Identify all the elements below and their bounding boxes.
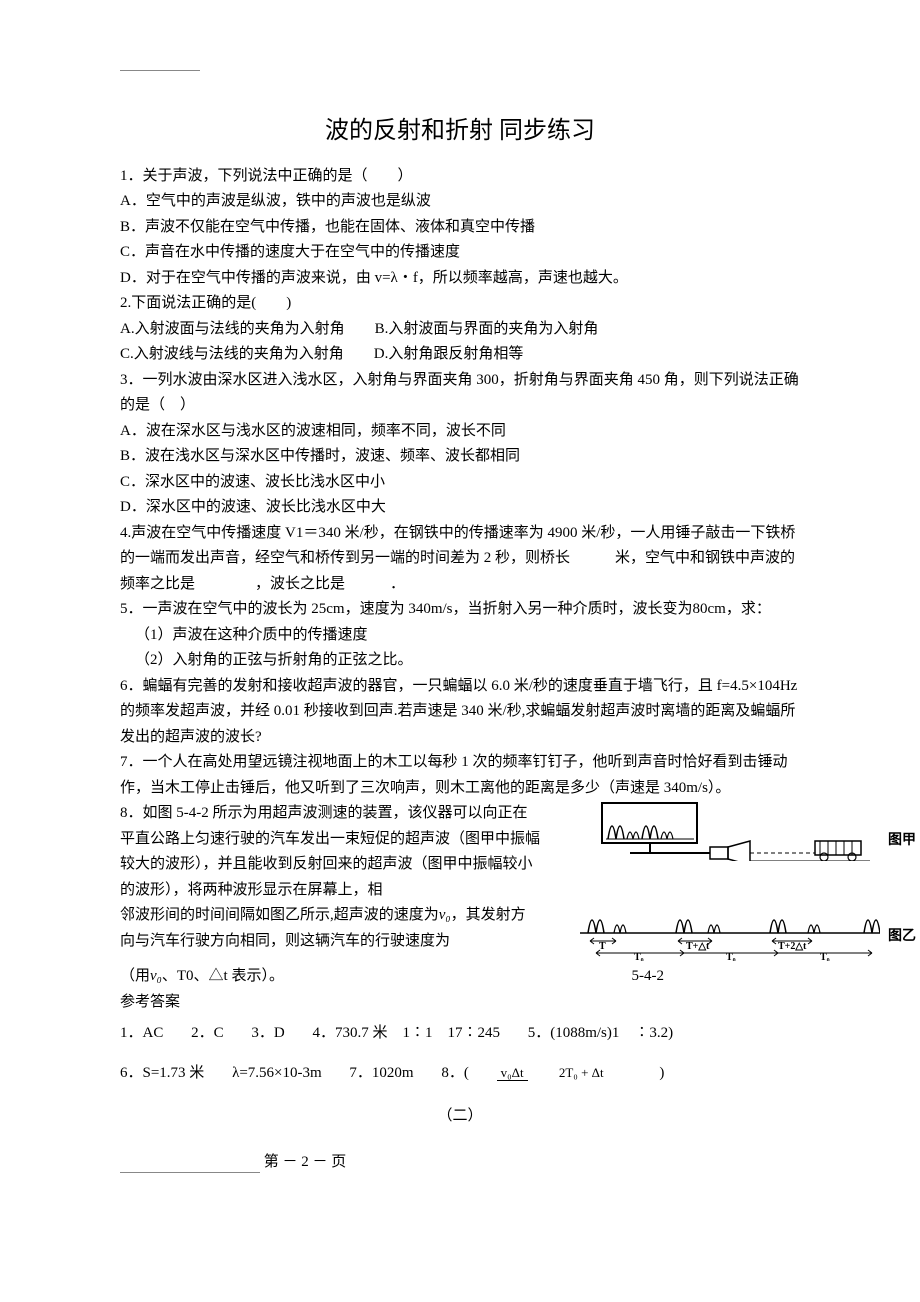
- q5-s2: （2）入射角的正弦与折射角的正弦之比。: [120, 648, 800, 674]
- label-yi: 图乙: [888, 925, 916, 949]
- ans-8: 8．( v₀Δt 2T₀ + Δt ): [441, 1061, 688, 1087]
- ans-5: 5．(1088m/s)1 ∶3.2): [528, 1021, 673, 1047]
- svg-text:T+2△t: T+2△t: [778, 941, 807, 952]
- q8-block: 8．如图 5-4-2 所示为用超声波测速的装置，该仪器可以向正在平直公路上匀速行…: [120, 801, 800, 990]
- q1-B: B．声波不仅能在空气中传播，也能在固体、液体和真空中传播: [120, 215, 800, 241]
- ans-4: 4．730.7 米 1∶1 17∶245: [312, 1021, 500, 1047]
- q1-stem: 1．关于声波，下列说法中正确的是（ ）: [120, 164, 800, 190]
- q1-C: C．声音在水中传播的速度大于在空气中的传播速度: [120, 240, 800, 266]
- ans-3: 3．D: [251, 1021, 284, 1047]
- q7: 7．一个人在高处用望远镜注视地面上的木工以每秒 1 次的频率钉钉子，他听到声音时…: [120, 750, 800, 801]
- q3-D: D．深水区中的波速、波长比浅水区中大: [120, 495, 800, 521]
- ans-2: 2．C: [191, 1021, 224, 1047]
- q1-D: D．对于在空气中传播的声波来说，由 v=λ・f，所以频率越高，声速也越大。: [120, 266, 800, 292]
- label-jia: 图甲: [888, 829, 916, 853]
- svg-text:T₀: T₀: [820, 952, 830, 961]
- figure-jia: 图甲: [600, 801, 880, 861]
- ans-8-frac: v₀Δt 2T₀ + Δt: [497, 1066, 632, 1081]
- q3-B: B．波在浅水区与深水区中传播时，波速、频率、波长都相同: [120, 444, 800, 470]
- q4: 4.声波在空气中传播速度 V1＝340 米/秒，在钢铁中的传播速率为 4900 …: [120, 521, 800, 598]
- q3-C: C．深水区中的波速、波长比浅水区中小: [120, 470, 800, 496]
- q8-p3a: （用: [120, 968, 150, 984]
- svg-text:T+△t: T+△t: [686, 941, 710, 952]
- q8-figref: 5-4-2: [631, 968, 664, 984]
- answers-label: 参考答案: [120, 990, 800, 1016]
- q2-CD: C.入射波线与法线的夹角为入射角 D.入射角跟反射角相等: [120, 342, 800, 368]
- q8-p1: 8．如图 5-4-2 所示为用超声波测速的装置，该仪器可以向正在平直公路上匀速行…: [120, 801, 540, 903]
- svg-text:T: T: [599, 941, 606, 952]
- section-two: （二）: [120, 1104, 800, 1130]
- q8-p3: （用v₀、T0、△t 表示）。 5-4-2: [120, 964, 800, 990]
- q2-A: A.入射波面与法线的夹角为入射角: [120, 321, 345, 337]
- q1-A: A．空气中的声波是纵波，铁中的声波也是纵波: [120, 189, 800, 215]
- q5-s1: （1）声波在这种介质中的传播速度: [120, 623, 800, 649]
- answers-line1: 1．AC 2．C 3．D 4．730.7 米 1∶1 17∶245 5．(108…: [120, 1021, 800, 1047]
- q2-B: B.入射波面与界面的夹角为入射角: [375, 321, 599, 337]
- q2-D: D.入射角跟反射角相等: [374, 346, 524, 362]
- q6: 6．蝙蝠有完善的发射和接收超声波的器官，一只蝙蝠以 6.0 米/秒的速度垂直于墙…: [120, 674, 800, 751]
- q8-p2a: 邻波形间的时间间隔如图乙所示,超声波的速度为: [120, 907, 439, 923]
- footer: 第 － 2 － 页: [120, 1150, 800, 1176]
- q8-p2: 邻波形间的时间间隔如图乙所示,超声波的速度为v₀，其发射方向与汽车行驶方向相同，…: [120, 903, 540, 954]
- answers-line2: 6．S=1.73 米 λ=7.56×10-3m 7．1020m 8．( v₀Δt…: [120, 1061, 800, 1087]
- figure-yi: T T+△t T+2△t T₀ T₀ T₀ 图乙: [580, 903, 880, 961]
- ans-8-num: v₀Δt: [497, 1066, 528, 1081]
- ans-6a: 6．S=1.73 米: [120, 1061, 204, 1087]
- q8-v0-2: v₀: [150, 968, 162, 984]
- q2-stem: 2.下面说法正确的是( ): [120, 291, 800, 317]
- ans-8-open: 8．(: [441, 1061, 469, 1087]
- q8-v0-1: v₀: [439, 907, 451, 923]
- footer-rule: [120, 1172, 260, 1173]
- ans-6b: λ=7.56×10-3m: [232, 1061, 322, 1087]
- q8-p3b: 、T0、△t 表示）。: [162, 968, 284, 984]
- q3-A: A．波在深水区与浅水区的波速相同，频率不同，波长不同: [120, 419, 800, 445]
- ans-8-den: 2T₀ + Δt: [555, 1066, 608, 1080]
- q2-C: C.入射波线与法线的夹角为入射角: [120, 346, 344, 362]
- top-rule: [120, 70, 200, 71]
- svg-text:T₀: T₀: [634, 952, 644, 961]
- q3-stem: 3．一列水波由深水区进入浅水区，入射角与界面夹角 300，折射角与界面夹角 45…: [120, 368, 800, 419]
- ans-8-close: ): [659, 1061, 664, 1087]
- ans-7: 7．1020m: [349, 1061, 413, 1087]
- ans-1: 1．AC: [120, 1021, 163, 1047]
- q5-stem: 5．一声波在空气中的波长为 25cm，速度为 340m/s，当折射入另一种介质时…: [120, 597, 800, 623]
- page-title: 波的反射和折射 同步练习: [120, 111, 800, 152]
- footer-text: 第 － 2 － 页: [264, 1154, 347, 1170]
- svg-text:T₀: T₀: [726, 952, 736, 961]
- q2-AB: A.入射波面与法线的夹角为入射角 B.入射波面与界面的夹角为入射角: [120, 317, 800, 343]
